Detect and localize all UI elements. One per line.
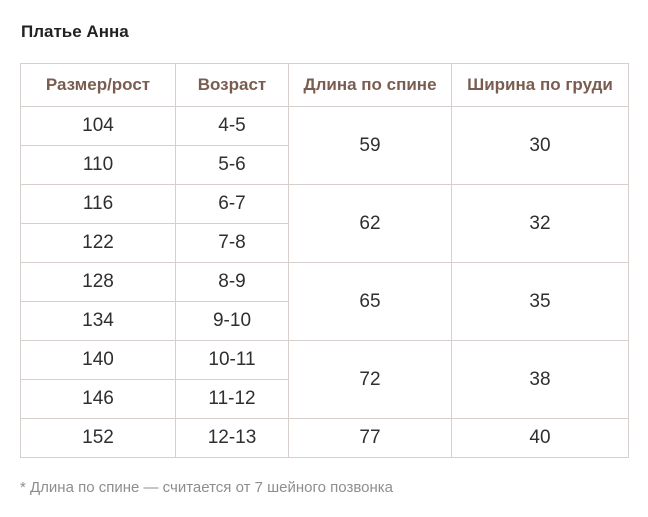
table-row: 128 8-9 65 35 — [20, 262, 629, 341]
chest-width-cell: 38 — [451, 340, 629, 419]
age-cell: 10-11 — [175, 340, 289, 380]
table-row: 152 12-13 77 40 — [20, 418, 629, 458]
footnote: * Длина по спине — считается от 7 шейног… — [20, 479, 394, 496]
back-length-cell: 65 — [288, 262, 452, 341]
header-size: Размер/рост — [20, 63, 176, 107]
header-age: Возраст — [175, 63, 289, 107]
chest-width-cell: 32 — [451, 184, 629, 263]
size-cell: 140 — [20, 340, 176, 380]
table-row: 122 7-8 — [20, 223, 629, 263]
table-row: 146 11-12 — [20, 379, 629, 419]
age-cell: 6-7 — [175, 184, 289, 224]
age-cell: 8-9 — [175, 262, 289, 302]
age-cell: 11-12 — [175, 379, 289, 419]
age-cell: 4-5 — [175, 106, 289, 146]
size-cell: 134 — [20, 301, 176, 341]
back-length-cell: 72 — [288, 340, 452, 419]
size-cell: 128 — [20, 262, 176, 302]
table-row: 104 4-5 59 30 — [20, 106, 629, 185]
chest-width-cell: 30 — [451, 106, 629, 185]
table-header-row: Размер/рост Возраст Длина по спине Ширин… — [20, 63, 629, 107]
size-cell: 116 — [20, 184, 176, 224]
page-title: Платье Анна — [21, 22, 129, 41]
size-cell: 110 — [20, 145, 176, 185]
back-length-cell: 59 — [288, 106, 452, 185]
size-cell: 152 — [20, 418, 176, 458]
age-cell: 7-8 — [175, 223, 289, 263]
size-cell: 146 — [20, 379, 176, 419]
table-row: 134 9-10 — [20, 301, 629, 341]
age-cell: 5-6 — [175, 145, 289, 185]
back-length-cell: 77 — [288, 418, 452, 458]
header-chest-width: Ширина по груди — [451, 63, 629, 107]
table-row: 116 6-7 62 32 — [20, 184, 629, 263]
size-table: Размер/рост Возраст Длина по спине Ширин… — [20, 63, 629, 458]
size-cell: 104 — [20, 106, 176, 146]
table-row: 140 10-11 72 38 — [20, 340, 629, 419]
chest-width-cell: 35 — [451, 262, 629, 341]
table-row: 110 5-6 — [20, 145, 629, 185]
age-cell: 12-13 — [175, 418, 289, 458]
chest-width-cell: 40 — [451, 418, 629, 458]
age-cell: 9-10 — [175, 301, 289, 341]
size-cell: 122 — [20, 223, 176, 263]
back-length-cell: 62 — [288, 184, 452, 263]
header-back-length: Длина по спине — [288, 63, 452, 107]
